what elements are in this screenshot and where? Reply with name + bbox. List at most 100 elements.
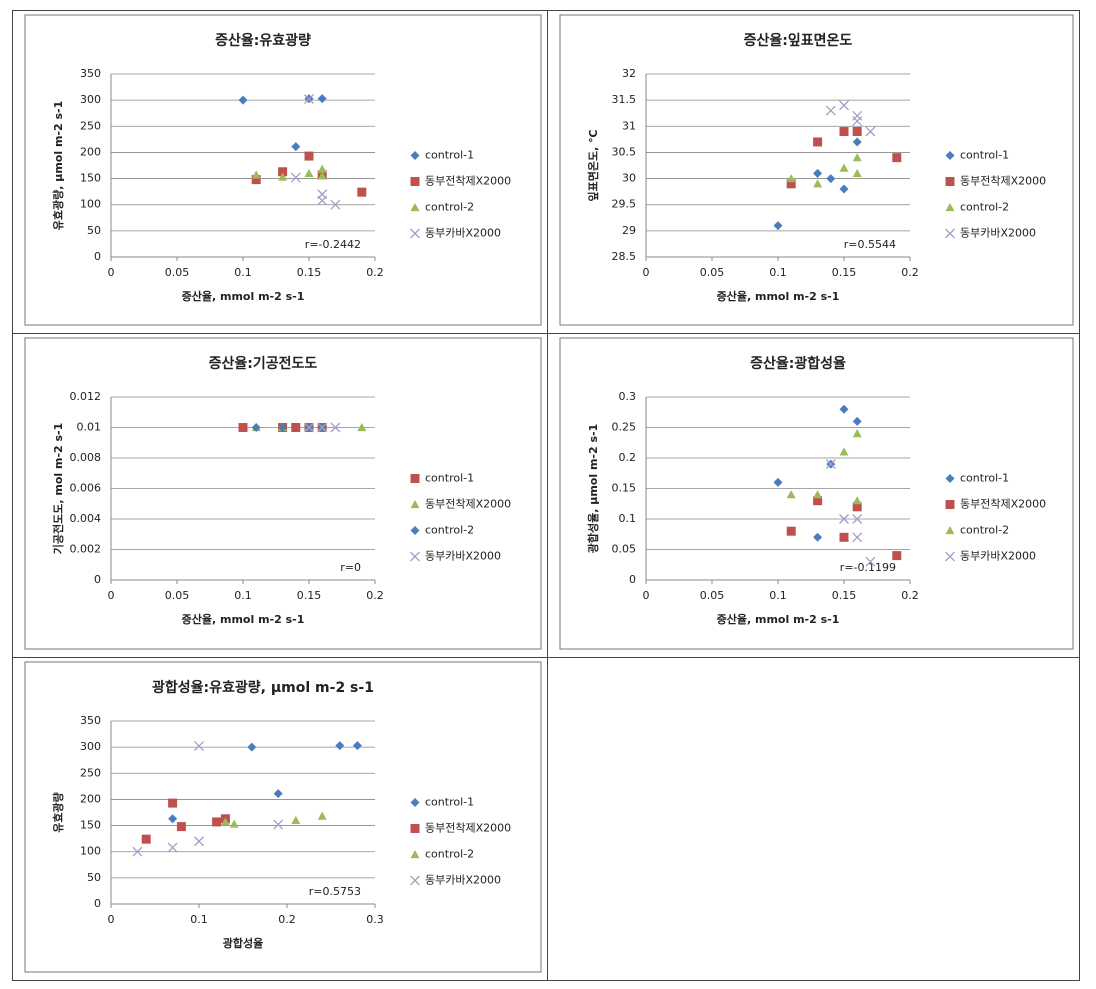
legend-marker (410, 151, 420, 160)
marker (194, 741, 204, 752)
legend-label: 동부전착제X2000 (960, 498, 1046, 511)
chart: 광합성율:유효광량, μmol m-2 s-1 0 50 100 150 200 250 30… (24, 661, 542, 973)
chart-title: 증산율:유효광량 (215, 32, 311, 49)
marker (839, 447, 849, 456)
x-tick-label: 0.2 (366, 589, 384, 602)
marker (168, 814, 178, 824)
chart: 증산율:잎표면온도 28.5 29 29.5 30 30.5 31 31.5 32 0 0.05 0.… (559, 14, 1074, 326)
y-tick-label: 350 (80, 714, 101, 727)
y-tick-label: 0.25 (612, 421, 637, 434)
marker (168, 798, 178, 808)
legend-label: 동부카바X2000 (425, 874, 501, 887)
chart: 증산율:기공전도도 0 0.002 0.004 0.006 0.008 0.01 0.012 0… (24, 337, 542, 650)
cell: 증산율:유효광량 0 50 100 150 200 250 300 350 0 0.05 0.1 0.1… (12, 10, 548, 334)
legend-label: control-2 (425, 848, 474, 861)
y-tick-label: 0.008 (70, 451, 102, 464)
legend-marker (410, 850, 420, 859)
marker (278, 172, 288, 181)
legend-marker (410, 203, 420, 212)
x-tick-label: 0.15 (297, 589, 322, 602)
x-tick-label: 0.1 (234, 266, 252, 279)
marker (852, 514, 863, 524)
chart: 증산율:유효광량 0 50 100 150 200 250 300 350 0 0.05 0.1 0.1… (24, 14, 542, 326)
legend-marker (410, 177, 420, 186)
legend-marker (410, 474, 420, 483)
chart-frame (24, 661, 542, 973)
chart-title: 증산율:잎표면온도 (744, 32, 853, 49)
legend-marker (410, 824, 420, 833)
marker (317, 164, 327, 173)
legend-marker (945, 177, 955, 186)
marker (813, 168, 823, 178)
y-tick-label: 0.3 (619, 390, 637, 403)
x-tick-label: 0.2 (901, 266, 919, 279)
x-tick-label: 0.2 (366, 266, 384, 279)
legend-marker (410, 875, 420, 886)
marker (892, 153, 902, 163)
marker (212, 817, 222, 827)
marker (317, 195, 328, 206)
marker (352, 741, 362, 751)
x-tick-label: 0 (643, 266, 650, 279)
marker (251, 175, 261, 185)
y-tick-label: 0.01 (77, 421, 102, 434)
annotation: r=-0.1199 (840, 561, 896, 574)
marker (220, 817, 230, 826)
cell: 증산율:기공전도도 0 0.002 0.004 0.006 0.008 0.01 0.012 0… (12, 333, 548, 658)
marker (229, 819, 239, 828)
legend-label: 동부카바X2000 (960, 550, 1036, 563)
cell: 증산율:잎표면온도 28.5 29 29.5 30 30.5 31 31.5 32 0 0.05 0.… (547, 10, 1080, 334)
legend-marker (945, 474, 955, 483)
y-tick-label: 200 (80, 792, 101, 805)
chart-frame (24, 14, 542, 326)
marker (317, 811, 327, 820)
x-axis-title: 증산율, mmol m-2 s-1 (717, 612, 840, 626)
x-tick-label: 0 (108, 589, 115, 602)
y-tick-label: 100 (80, 845, 101, 858)
marker (290, 172, 301, 183)
marker (852, 168, 862, 177)
y-tick-label: 0 (94, 250, 101, 263)
chart: 증산율:광합성율 0 0.05 0.1 0.15 0.2 0.25 0.3 0 0.05 0.1 0.… (559, 337, 1074, 650)
y-tick-label: 0.15 (612, 482, 637, 495)
marker (251, 170, 261, 179)
marker (825, 105, 836, 116)
x-axis-title: 증산율, mmol m-2 s-1 (717, 289, 840, 303)
marker (278, 423, 288, 432)
marker (291, 423, 301, 432)
chart-frame (559, 337, 1074, 650)
marker (852, 153, 862, 162)
marker (839, 127, 849, 137)
marker (813, 490, 823, 499)
x-tick-label: 0.05 (165, 589, 190, 602)
x-tick-label: 0.1 (769, 266, 787, 279)
marker (839, 514, 849, 524)
annotation: r=0.5753 (309, 885, 361, 898)
y-tick-label: 0.006 (70, 482, 102, 495)
marker (839, 532, 849, 542)
legend-label: 동부카바X2000 (425, 227, 501, 240)
marker (141, 834, 151, 844)
legend-marker (945, 228, 955, 239)
marker (813, 137, 823, 147)
marker (317, 171, 327, 180)
marker (852, 137, 862, 147)
marker (852, 502, 862, 512)
legend-marker (945, 526, 955, 535)
y-tick-label: 0.002 (70, 543, 102, 556)
marker (852, 429, 862, 438)
annotation: r=-0.2442 (305, 238, 361, 251)
legend-label: control-2 (960, 201, 1009, 214)
y-tick-label: 0.2 (619, 451, 637, 464)
y-tick-label: 31.5 (612, 93, 637, 106)
y-tick-label: 300 (80, 740, 101, 753)
marker (317, 422, 328, 433)
marker (194, 836, 204, 847)
x-tick-label: 0 (643, 589, 650, 602)
y-tick-label: 350 (80, 67, 101, 80)
x-tick-label: 0.05 (165, 266, 190, 279)
marker (852, 127, 862, 137)
y-tick-label: 0 (629, 573, 636, 586)
y-tick-label: 31 (622, 119, 636, 132)
y-tick-label: 0.1 (619, 512, 637, 525)
